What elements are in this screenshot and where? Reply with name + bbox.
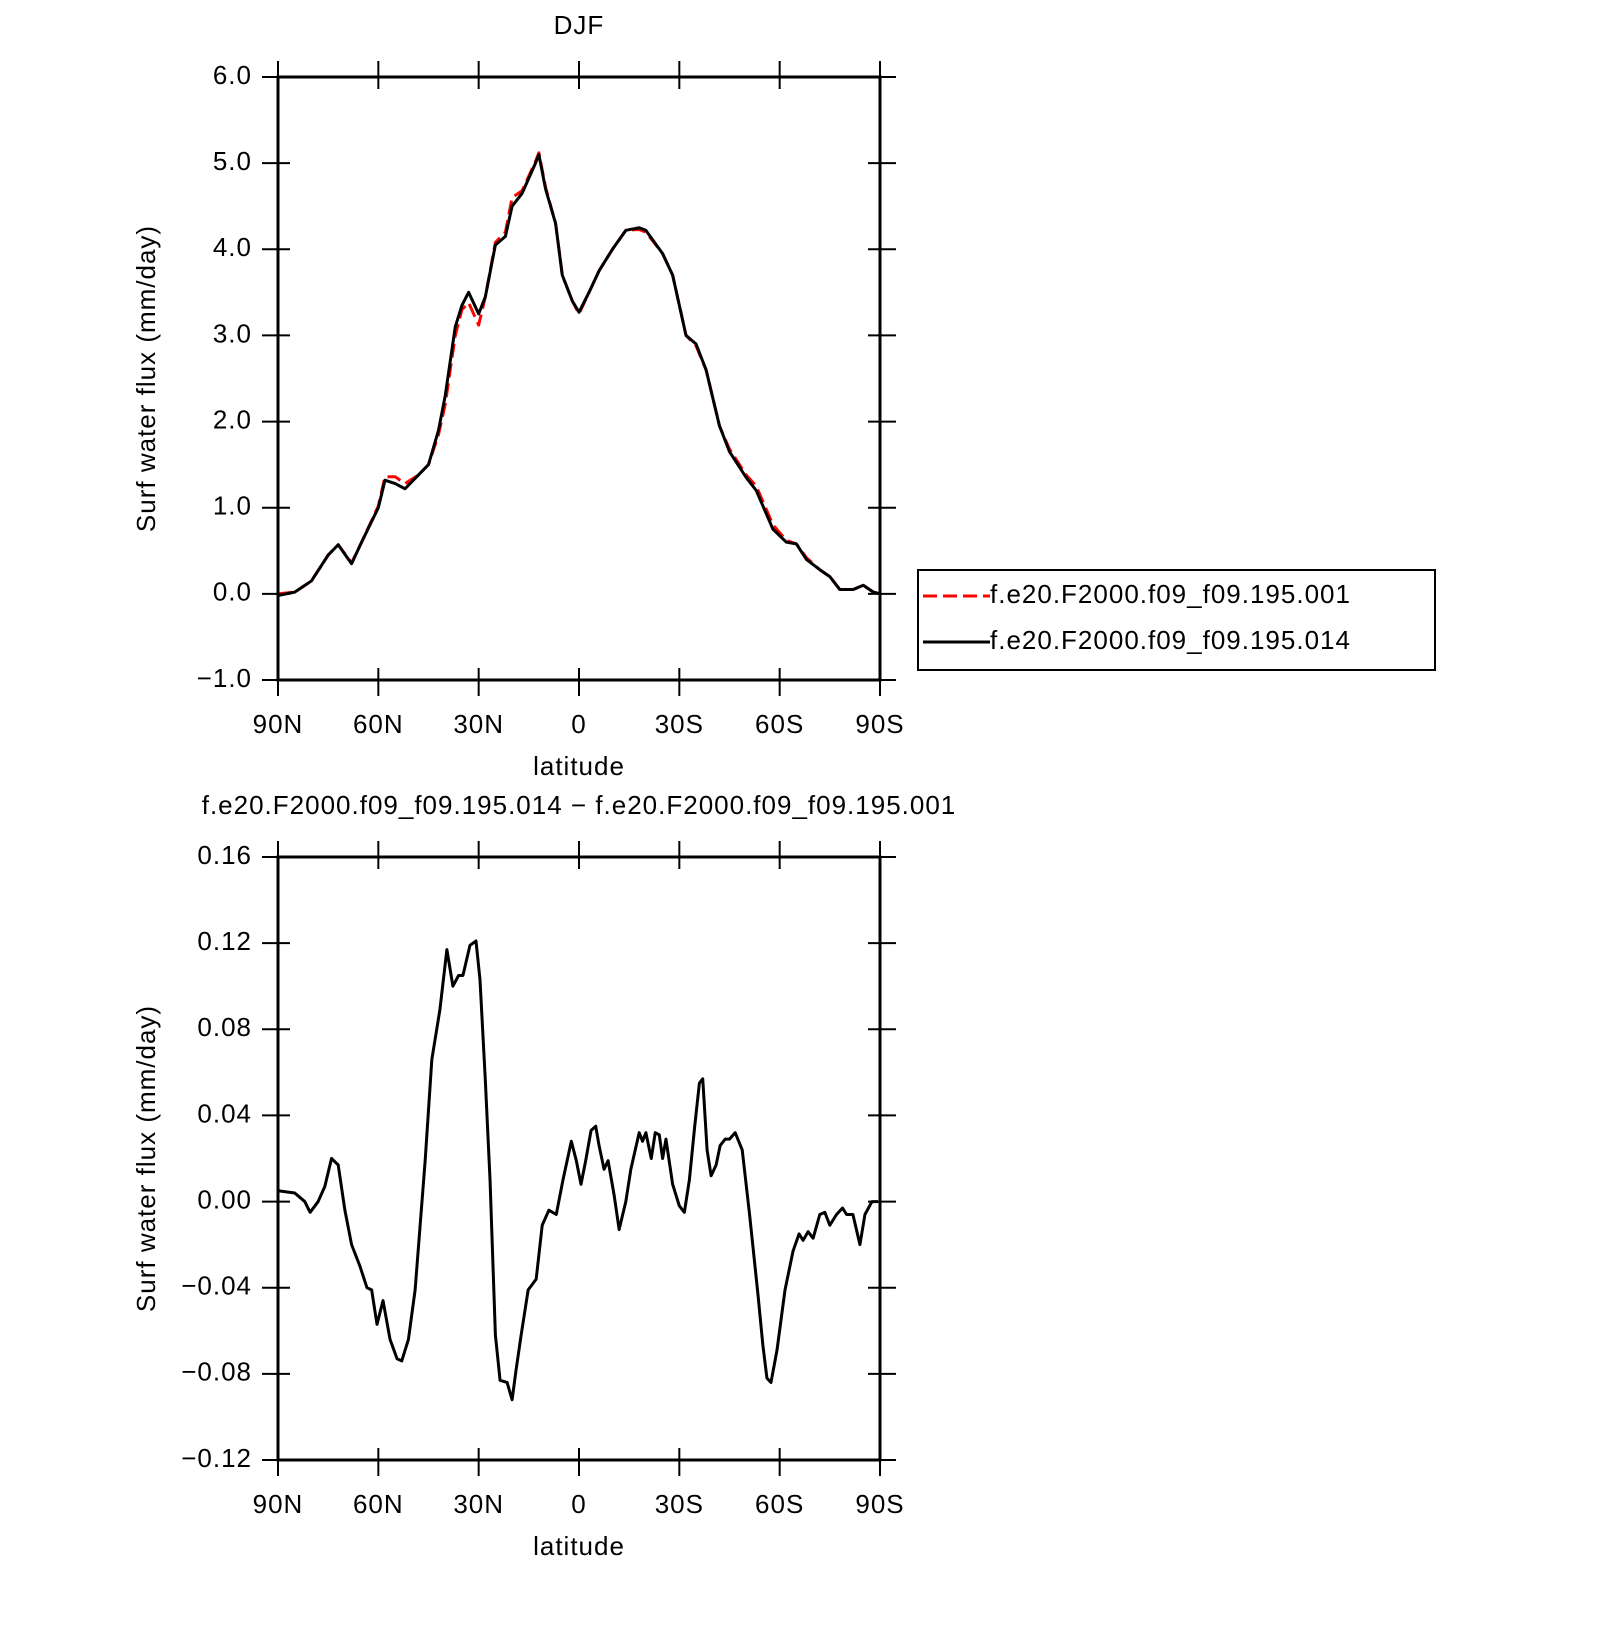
- y-axis-label: Surf water flux (mm/day): [131, 1005, 161, 1312]
- x-tick-label: 60N: [353, 709, 404, 739]
- x-tick-label: 0: [571, 1489, 586, 1519]
- y-tick-label: 0.12: [197, 926, 252, 956]
- chart-title: DJF: [554, 10, 605, 40]
- data-line: [277, 151, 881, 596]
- y-tick-label: 1.0: [213, 491, 252, 521]
- y-tick-label: 0.16: [197, 840, 252, 870]
- x-tick-label: 60N: [353, 1489, 404, 1519]
- x-tick-label: 30S: [655, 1489, 704, 1519]
- x-tick-label: 90S: [855, 709, 904, 739]
- x-tick-label: 30S: [655, 709, 704, 739]
- x-tick-label: 30N: [453, 709, 504, 739]
- x-tick-label: 90S: [855, 1489, 904, 1519]
- y-tick-label: 0.04: [197, 1098, 252, 1128]
- y-tick-label: 3.0: [213, 318, 252, 348]
- x-tick-label: 0: [571, 709, 586, 739]
- x-tick-label: 60S: [755, 1489, 804, 1519]
- y-tick-label: 0.0: [213, 577, 252, 607]
- x-tick-label: 60S: [755, 709, 804, 739]
- legend-box: [917, 569, 1436, 671]
- y-tick-label: −0.08: [181, 1357, 252, 1387]
- data-line: [277, 153, 881, 598]
- y-tick-label: 5.0: [213, 146, 252, 176]
- y-tick-label: −1.0: [197, 663, 252, 693]
- x-tick-label: 30N: [453, 1489, 504, 1519]
- legend-label: f.e20.F2000.f09_f09.195.014: [990, 625, 1351, 655]
- data-line: [277, 939, 878, 1402]
- y-tick-label: −0.04: [181, 1271, 252, 1301]
- y-tick-label: 0.00: [197, 1184, 252, 1214]
- chart-title: f.e20.F2000.f09_f09.195.014 − f.e20.F200…: [202, 790, 957, 820]
- y-tick-label: 2.0: [213, 404, 252, 434]
- y-tick-label: 0.08: [197, 1012, 252, 1042]
- x-axis-label: latitude: [533, 751, 625, 781]
- plot-frame: [276, 855, 882, 1462]
- y-axis-label: Surf water flux (mm/day): [131, 225, 161, 532]
- legend: f.e20.F2000.f09_f09.195.001 f.e20.F2000.f…: [917, 569, 1436, 671]
- x-tick-label: 90N: [253, 1489, 304, 1519]
- y-tick-label: −0.12: [181, 1443, 252, 1473]
- x-tick-label: 90N: [253, 709, 304, 739]
- x-axis-label: latitude: [533, 1531, 625, 1561]
- y-tick-label: 4.0: [213, 232, 252, 262]
- y-tick-label: 6.0: [213, 60, 252, 90]
- plot-frame: [276, 75, 882, 682]
- legend-label: f.e20.F2000.f09_f09.195.001: [990, 579, 1351, 609]
